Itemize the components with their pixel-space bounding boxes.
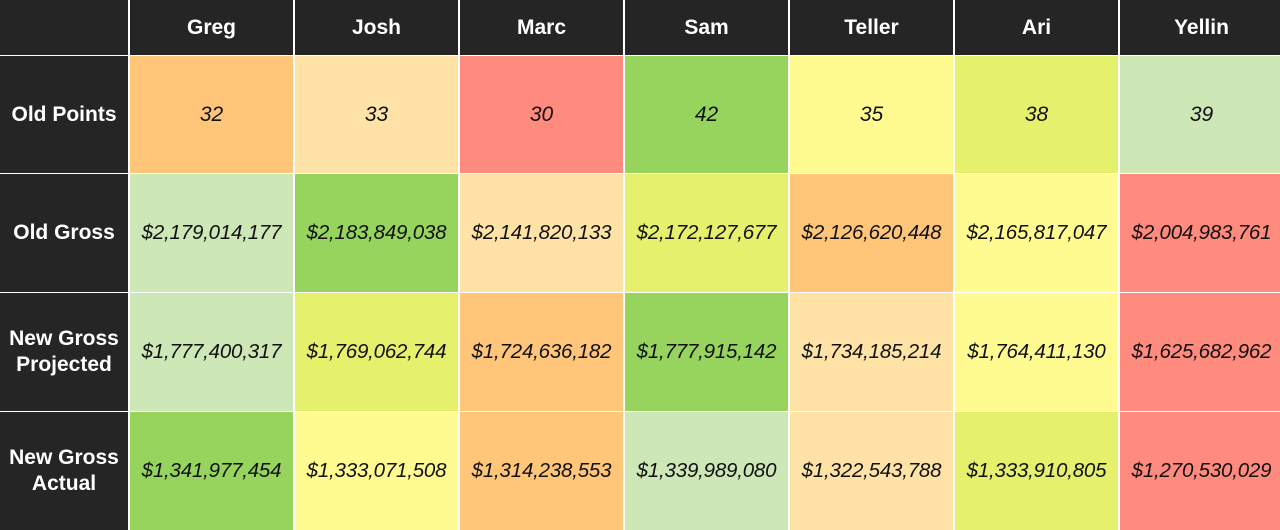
cell-marc-row-4: $1,314,238,553: [460, 412, 623, 530]
row-label-2: Old Gross: [0, 174, 128, 292]
cell-teller-row-1: 35: [790, 56, 953, 173]
cell-greg-row-1: 32: [130, 56, 293, 173]
cell-josh-row-2: $2,183,849,038: [295, 174, 458, 292]
cell-marc-row-3: $1,724,636,182: [460, 293, 623, 411]
row-label-4: New Gross Actual: [0, 412, 128, 530]
cell-sam-row-2: $2,172,127,677: [625, 174, 788, 292]
cell-ari-row-2: $2,165,817,047: [955, 174, 1118, 292]
cell-yellin-row-2: $2,004,983,761: [1120, 174, 1280, 292]
cell-ari-row-1: 38: [955, 56, 1118, 173]
cell-yellin-row-4: $1,270,530,029: [1120, 412, 1280, 530]
cell-josh-row-1: 33: [295, 56, 458, 173]
column-header-ari: Ari: [955, 0, 1118, 55]
corner-cell: [0, 0, 128, 55]
cell-greg-row-3: $1,777,400,317: [130, 293, 293, 411]
cell-sam-row-3: $1,777,915,142: [625, 293, 788, 411]
cell-sam-row-1: 42: [625, 56, 788, 173]
cell-greg-row-2: $2,179,014,177: [130, 174, 293, 292]
cell-josh-row-4: $1,333,071,508: [295, 412, 458, 530]
column-header-josh: Josh: [295, 0, 458, 55]
cell-teller-row-4: $1,322,543,788: [790, 412, 953, 530]
column-header-sam: Sam: [625, 0, 788, 55]
cell-ari-row-3: $1,764,411,130: [955, 293, 1118, 411]
row-label-1: Old Points: [0, 56, 128, 173]
cell-greg-row-4: $1,341,977,454: [130, 412, 293, 530]
cell-yellin-row-3: $1,625,682,962: [1120, 293, 1280, 411]
cell-marc-row-2: $2,141,820,133: [460, 174, 623, 292]
row-label-3: New Gross Projected: [0, 293, 128, 411]
cell-ari-row-4: $1,333,910,805: [955, 412, 1118, 530]
cell-teller-row-2: $2,126,620,448: [790, 174, 953, 292]
cell-teller-row-3: $1,734,185,214: [790, 293, 953, 411]
cell-sam-row-4: $1,339,989,080: [625, 412, 788, 530]
cell-yellin-row-1: 39: [1120, 56, 1280, 173]
column-header-teller: Teller: [790, 0, 953, 55]
column-header-marc: Marc: [460, 0, 623, 55]
cell-marc-row-1: 30: [460, 56, 623, 173]
column-header-greg: Greg: [130, 0, 293, 55]
column-header-yellin: Yellin: [1120, 0, 1280, 55]
cell-josh-row-3: $1,769,062,744: [295, 293, 458, 411]
